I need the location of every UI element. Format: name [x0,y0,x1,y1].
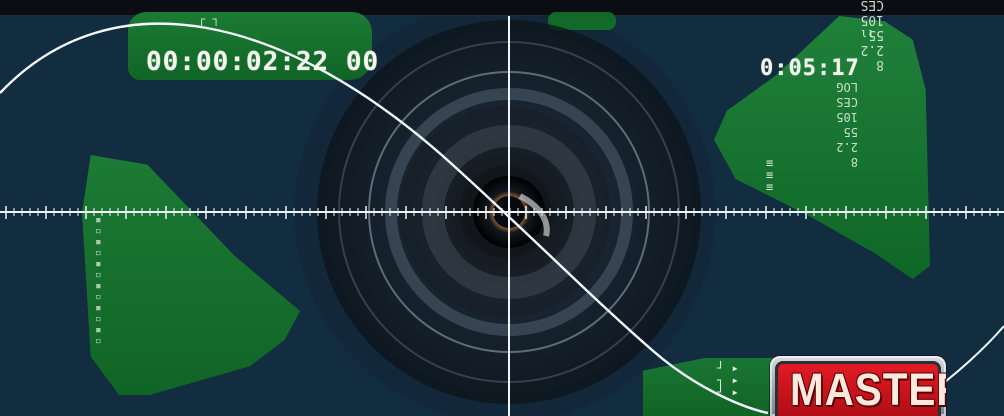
top-small-markers: ┌ ┐ [198,12,220,26]
top-center-overlay-panel [548,12,616,30]
timecode-left: 00:00:02:22 00 [146,47,380,77]
right-top-markers: ιι [860,26,875,40]
left-hud-markers: ▪ ▫ ▪ ▫ ▪ ▫ ▪ ▫ ▪ ▫ ▪ ▫ [95,213,102,347]
bottom-overlay-panel [643,358,779,416]
left-overlay-panel [82,155,300,395]
camera-lens-icon [317,20,701,404]
bottom-glyphs: ┘ ▸ ┐ ▸ ┘ ▸ [717,361,739,399]
right-mid-glyphs: ≡ ≡ ≡ [766,156,774,194]
master-badge-label: MASTER [790,364,946,415]
right-hud-column-secondary: 8 2.2 55 105 CES LOG [836,80,858,169]
timecode-right: 0:05:17 [760,56,860,81]
master-badge-inner: MASTER [775,361,946,416]
right-hud-column: 8 2.2 55 105 CES LOG [860,0,884,72]
master-badge: MASTER [770,356,946,416]
